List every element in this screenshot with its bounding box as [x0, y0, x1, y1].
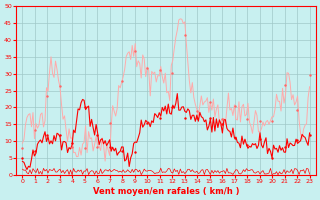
Point: [269, 119, 275, 123]
Point: [207, 100, 212, 104]
Point: [157, 68, 162, 71]
Point: [20, 156, 25, 159]
Point: [45, 134, 50, 137]
Point: [195, 116, 200, 119]
Point: [232, 136, 237, 139]
Point: [70, 146, 75, 149]
Point: [307, 134, 312, 137]
Point: [57, 84, 62, 87]
Point: [220, 117, 225, 121]
Point: [82, 106, 87, 109]
Point: [282, 84, 287, 87]
Point: [207, 116, 212, 119]
X-axis label: Vent moyen/en rafales ( km/h ): Vent moyen/en rafales ( km/h ): [93, 187, 239, 196]
Point: [32, 149, 37, 153]
Point: [107, 146, 112, 149]
Point: [120, 80, 125, 83]
Point: [182, 33, 187, 36]
Point: [269, 156, 275, 160]
Point: [294, 109, 300, 112]
Point: [95, 133, 100, 136]
Point: [70, 142, 75, 145]
Point: [132, 151, 137, 154]
Point: [145, 66, 150, 69]
Point: [232, 105, 237, 108]
Point: [20, 146, 25, 150]
Point: [82, 147, 87, 150]
Point: [107, 121, 112, 125]
Point: [244, 117, 250, 121]
Point: [307, 73, 312, 77]
Point: [257, 119, 262, 122]
Point: [244, 143, 250, 146]
Point: [170, 105, 175, 108]
Point: [145, 121, 150, 124]
Point: [282, 145, 287, 148]
Point: [57, 133, 62, 136]
Point: [132, 50, 137, 53]
Point: [120, 149, 125, 153]
Point: [294, 139, 300, 142]
Point: [170, 71, 175, 74]
Point: [45, 94, 50, 97]
Point: [95, 145, 100, 149]
Point: [195, 109, 200, 112]
Point: [257, 137, 262, 140]
Point: [182, 116, 187, 120]
Point: [32, 128, 37, 131]
Point: [220, 122, 225, 125]
Point: [157, 116, 162, 119]
